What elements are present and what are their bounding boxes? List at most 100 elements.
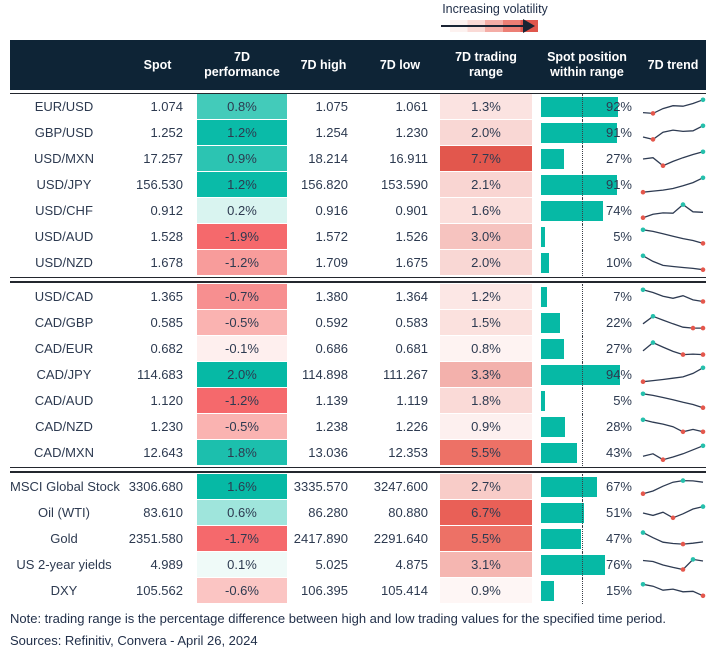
- gap-cell: [532, 284, 540, 310]
- gap-cell: [532, 414, 540, 440]
- instrument-label: MSCI Global Stock: [10, 479, 120, 494]
- high-value: 114.898: [301, 367, 348, 382]
- spot-position-bar: [541, 503, 584, 523]
- trend-cell: [640, 414, 706, 440]
- table-row[interactable]: DXY 105.562 -0.6% 106.395 105.414 0.9% 15%: [10, 578, 706, 604]
- instrument-label: CAD/JPY: [36, 367, 92, 382]
- trend-sparkline: [642, 123, 706, 142]
- trend-sparkline: [642, 314, 706, 331]
- trend-sparkline: [640, 478, 704, 496]
- max-dot-icon: [690, 557, 696, 562]
- header-spot: Spot: [143, 57, 172, 72]
- header-7d-performance: 7D performance: [204, 50, 280, 79]
- table-row[interactable]: CAD/MXN 12.643 1.8% 13.036 12.353 5.5% 43%: [10, 440, 706, 466]
- gap-cell: [532, 552, 540, 578]
- instrument-label: USD/AUD: [34, 229, 94, 244]
- spot-position-bar: [541, 227, 546, 247]
- table-row[interactable]: USD/CHF 0.912 0.2% 0.916 0.901 1.6% 74%: [10, 198, 706, 224]
- spot-position-bar: [541, 365, 620, 385]
- table-row[interactable]: CAD/AUD 1.120 -1.2% 1.139 1.119 1.8% 5%: [10, 388, 706, 414]
- instrument-label: CAD/MXN: [34, 445, 94, 460]
- trend-cell: [640, 250, 706, 276]
- table-row[interactable]: Oil (WTI) 83.610 0.6% 86.280 80.880 6.7% 51%: [10, 500, 706, 526]
- high-value: 156.820: [301, 177, 348, 192]
- high-value: 1.238: [315, 419, 348, 434]
- table-header-row: Spot 7D performance 7D high 7D low 7D tr…: [10, 40, 706, 90]
- table-row[interactable]: USD/CAD 1.365 -0.7% 1.380 1.364 1.2% 7%: [10, 284, 706, 310]
- spot-position-bar: [541, 339, 564, 359]
- max-dot-icon: [640, 227, 646, 233]
- midpoint-dotted-line: [582, 414, 583, 440]
- low-value: 4.875: [395, 557, 428, 572]
- table-row[interactable]: CAD/NZD 1.230 -0.5% 1.238 1.226 0.9% 28%: [10, 414, 706, 440]
- header-instrument: [10, 40, 118, 90]
- gap-cell: [532, 440, 540, 466]
- gap-cell: [532, 120, 540, 146]
- trading-range-cell: 5.5%: [440, 526, 532, 552]
- table-row[interactable]: CAD/GBP 0.585 -0.5% 0.592 0.583 1.5% 22%: [10, 310, 706, 336]
- low-value: 1.675: [395, 255, 428, 270]
- spot-value: 3306.680: [128, 479, 183, 494]
- max-dot-icon: [640, 530, 646, 535]
- spot-value: 0.585: [150, 315, 183, 330]
- high-value: 86.280: [308, 505, 348, 520]
- spot-value: 4.989: [150, 557, 183, 572]
- spot-position-bar: [541, 123, 618, 143]
- table-row[interactable]: EUR/USD 1.074 0.8% 1.075 1.061 1.3% 92%: [10, 94, 706, 120]
- instrument-label: CAD/AUD: [34, 393, 94, 408]
- spot-position-bar: [541, 97, 619, 117]
- max-dot-icon: [640, 391, 646, 397]
- spot-position-cell: 5%: [540, 224, 634, 250]
- trading-range-cell: 1.6%: [440, 198, 532, 224]
- trading-range-cell: 2.7%: [440, 474, 532, 500]
- gap-cell: [532, 388, 540, 414]
- trading-range-cell: 2.1%: [440, 172, 532, 198]
- spot-position-label: 43%: [605, 445, 632, 460]
- table-row[interactable]: USD/AUD 1.528 -1.9% 1.572 1.526 3.0% 5%: [10, 224, 706, 250]
- high-value: 1.139: [315, 393, 348, 408]
- trend-sparkline: [642, 557, 704, 572]
- spot-position-cell: 5%: [540, 388, 634, 414]
- table-row[interactable]: CAD/EUR 0.682 -0.1% 0.686 0.681 0.8% 27%: [10, 336, 706, 362]
- spot-position-cell: 91%: [540, 172, 634, 198]
- trend-sparkline: [640, 227, 706, 246]
- min-dot-icon: [700, 241, 706, 246]
- gap-cell: [532, 224, 540, 250]
- table-row[interactable]: USD/NZD 1.678 -1.2% 1.709 1.675 2.0% 10%: [10, 250, 706, 276]
- performance-cell: -1.2%: [197, 250, 287, 276]
- table-block: EUR/USD 1.074 0.8% 1.075 1.061 1.3% 92% GBP/USD…: [10, 94, 706, 276]
- performance-cell: -1.9%: [197, 224, 287, 250]
- trading-range-cell: 7.7%: [440, 146, 532, 172]
- table-row[interactable]: US 2-year yields 4.989 0.1% 5.025 4.875 3.1% 7…: [10, 552, 706, 578]
- spot-position-cell: 10%: [540, 250, 634, 276]
- min-dot-icon: [700, 352, 706, 357]
- low-value: 105.414: [381, 583, 428, 598]
- header-7d-high: 7D high: [300, 57, 347, 72]
- max-dot-icon: [680, 478, 686, 483]
- trading-range-cell: 0.8%: [440, 336, 532, 362]
- table-row[interactable]: USD/MXN 17.257 0.9% 18.214 16.911 7.7% 27%: [10, 146, 706, 172]
- performance-cell: 1.2%: [197, 172, 287, 198]
- table-row[interactable]: GBP/USD 1.252 1.2% 1.254 1.230 2.0% 91%: [10, 120, 706, 146]
- trend-cell: [640, 94, 706, 120]
- min-dot-icon: [640, 215, 646, 220]
- spot-position-bar: [541, 581, 554, 601]
- high-value: 1.709: [315, 255, 348, 270]
- table-row[interactable]: USD/JPY 156.530 1.2% 156.820 153.590 2.1% 91%: [10, 172, 706, 198]
- min-dot-icon: [700, 299, 706, 304]
- gap-cell: [532, 526, 540, 552]
- trend-sparkline: [642, 443, 706, 462]
- min-dot-icon: [650, 111, 656, 116]
- max-dot-icon: [650, 340, 656, 345]
- header-7d-low: 7D low: [379, 57, 421, 72]
- table-row[interactable]: Gold 2351.580 -1.7% 2417.890 2291.640 5.5% 47%: [10, 526, 706, 552]
- performance-cell: 0.9%: [197, 146, 287, 172]
- spot-position-label: 51%: [605, 505, 632, 520]
- table-row[interactable]: CAD/JPY 114.683 2.0% 114.898 111.267 3.3% 94%: [10, 362, 706, 388]
- low-value: 16.911: [389, 151, 428, 166]
- table-row[interactable]: MSCI Global Stock 3306.680 1.6% 3335.570 324…: [10, 474, 706, 500]
- spot-position-bar: [541, 287, 547, 307]
- spot-position-label: 91%: [605, 177, 632, 192]
- spot-position-bar: [541, 175, 618, 195]
